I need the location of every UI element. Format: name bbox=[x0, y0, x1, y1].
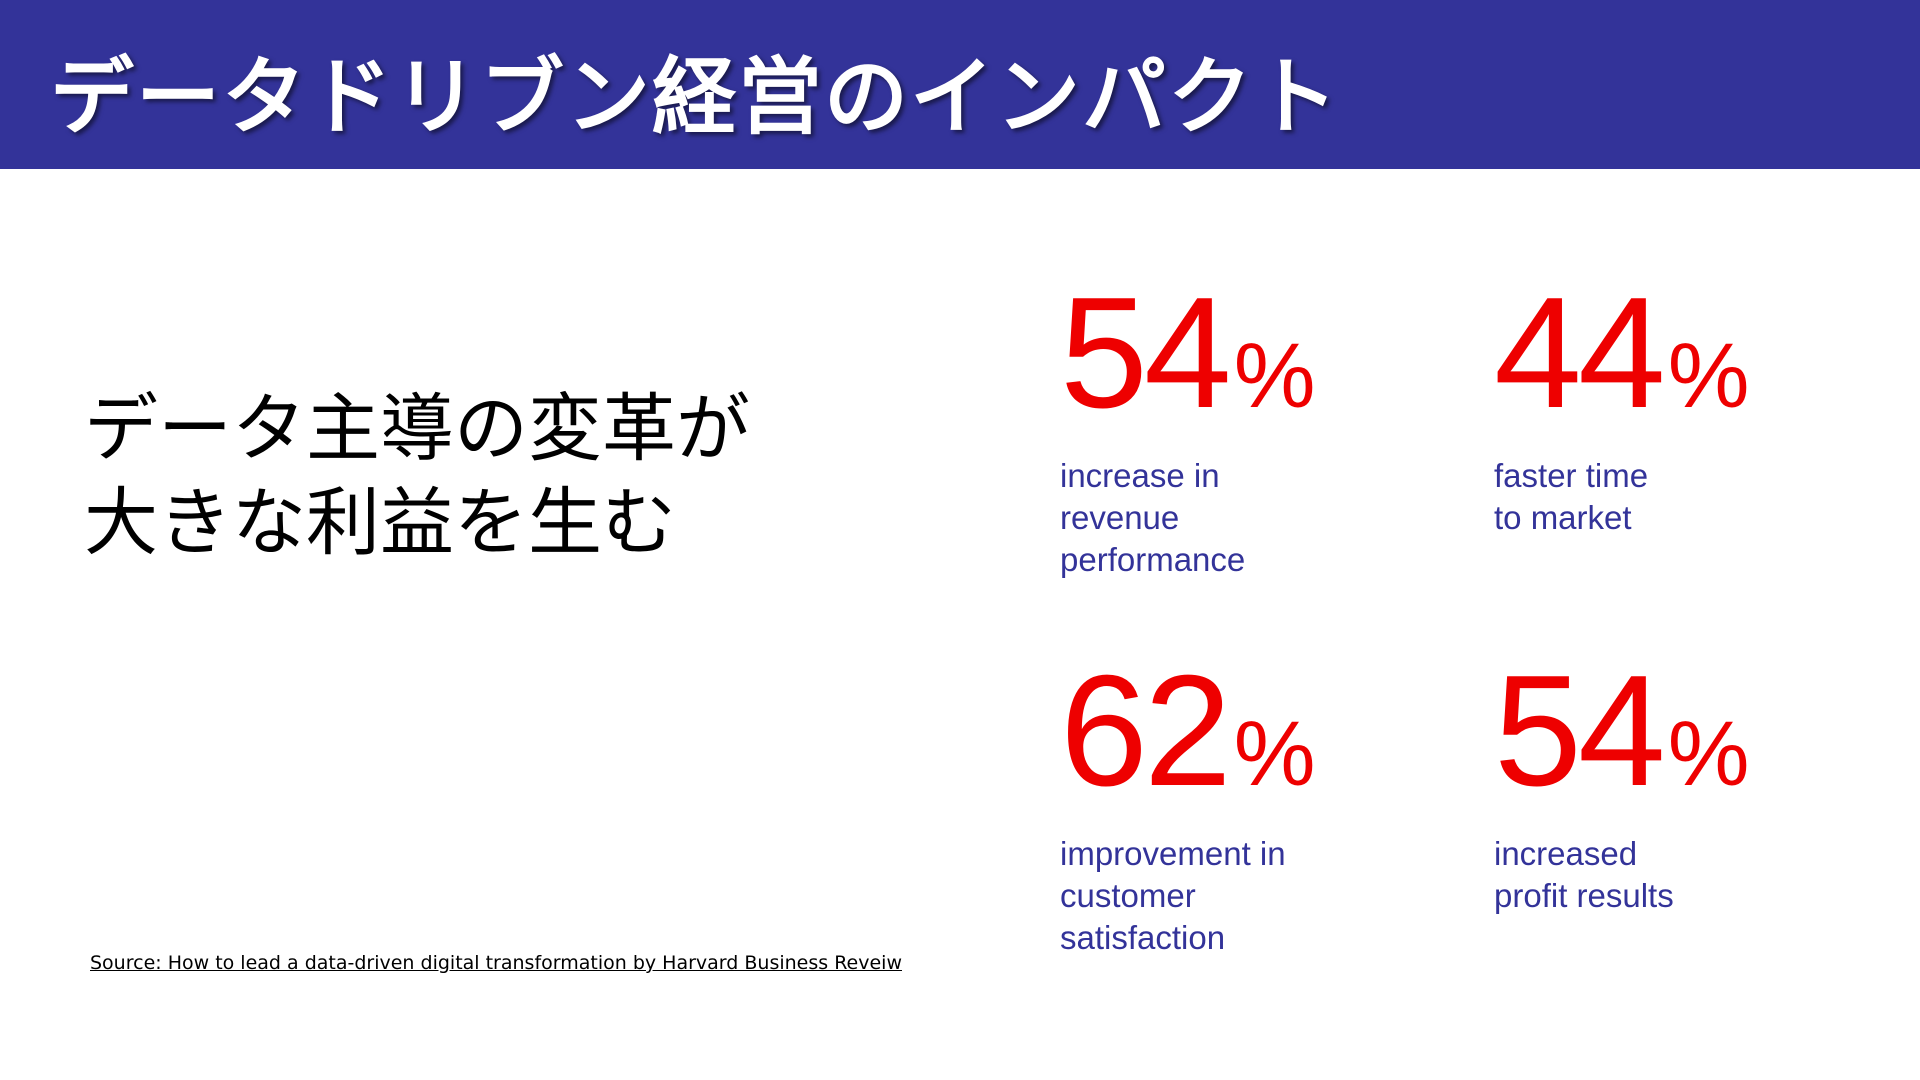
stat-label-line: customer bbox=[1060, 877, 1196, 914]
stat-number: 54% bbox=[1494, 652, 1750, 829]
stat-value: 54 bbox=[1060, 265, 1232, 441]
lead-statement: データ主導の変革が 大きな利益を生む bbox=[84, 382, 750, 570]
stat-label: increase in revenue performance bbox=[1060, 455, 1316, 581]
stat-label-line: revenue bbox=[1060, 499, 1180, 536]
stat-label-line: performance bbox=[1060, 541, 1246, 578]
stat-label-line: satisfaction bbox=[1060, 919, 1226, 956]
stat-label-line: to market bbox=[1494, 499, 1632, 536]
stat-label-line: improvement in bbox=[1060, 835, 1286, 872]
lead-line: データ主導の変革が bbox=[84, 386, 750, 472]
stat-unit: % bbox=[1233, 703, 1316, 805]
stat-label: increased profit results bbox=[1494, 833, 1750, 917]
stat-time-to-market: 44% faster time to market bbox=[1494, 274, 1750, 539]
stat-revenue: 54% increase in revenue performance bbox=[1060, 274, 1316, 581]
stat-unit: % bbox=[1233, 325, 1316, 427]
stat-value: 62 bbox=[1060, 643, 1232, 819]
slide-title: データドリブン経営のインパクト bbox=[50, 48, 1341, 146]
stat-label: improvement in customer satisfaction bbox=[1060, 833, 1316, 959]
stat-label-line: increased bbox=[1494, 835, 1638, 872]
stat-label-line: increase in bbox=[1060, 457, 1220, 494]
title-banner: データドリブン経営のインパクト bbox=[0, 0, 1920, 169]
stat-unit: % bbox=[1667, 703, 1750, 805]
stat-number: 44% bbox=[1494, 274, 1750, 451]
stat-number: 62% bbox=[1060, 652, 1316, 829]
stat-value: 54 bbox=[1494, 643, 1666, 819]
lead-line: 大きな利益を生む bbox=[84, 480, 676, 566]
stat-profit: 54% increased profit results bbox=[1494, 652, 1750, 917]
stat-label: faster time to market bbox=[1494, 455, 1750, 539]
stat-number: 54% bbox=[1060, 274, 1316, 451]
stat-unit: % bbox=[1667, 325, 1750, 427]
source-link[interactable]: Source: How to lead a data-driven digita… bbox=[90, 952, 902, 974]
stat-label-line: profit results bbox=[1494, 877, 1674, 914]
stat-value: 44 bbox=[1494, 265, 1666, 441]
stat-customer-satisfaction: 62% improvement in customer satisfaction bbox=[1060, 652, 1316, 959]
stat-label-line: faster time bbox=[1494, 457, 1649, 494]
